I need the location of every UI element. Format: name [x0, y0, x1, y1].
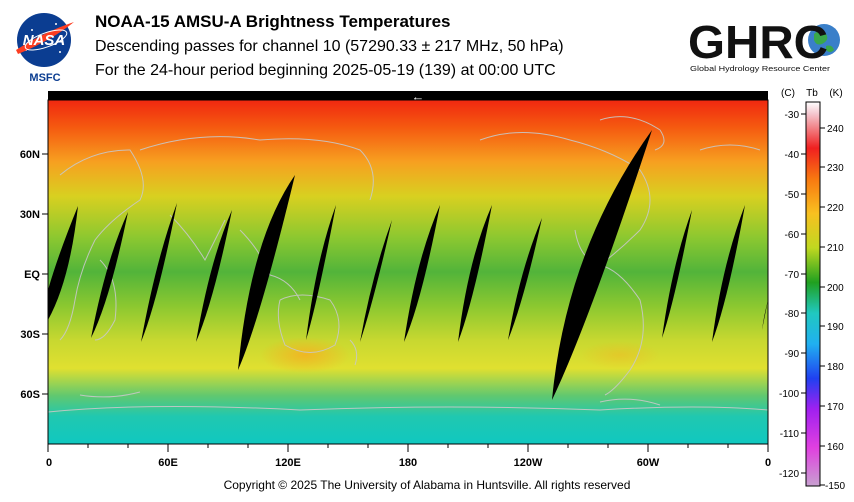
colorbar-kelvin-tick: 230 [827, 163, 844, 174]
colorbar-kelvin-tick: 180 [827, 362, 844, 373]
colorbar-kelvin-tick: 240 [827, 124, 844, 135]
colorbar-kelvin-tick: 220 [827, 203, 844, 214]
colorbar-ticks [801, 113, 825, 486]
colorbar-celsius-tick: -100 [779, 389, 799, 400]
y-axis: 60N 30N EQ 30S 60S [20, 149, 48, 401]
colorbar-celsius-header: (C) [781, 88, 795, 99]
colorbar-kelvin-tick: 170 [827, 402, 844, 413]
x-tick-label: 60W [637, 457, 660, 469]
warm-anomaly [260, 337, 350, 373]
x-tick-label: 180 [399, 457, 417, 469]
colorbar-celsius-tick: -30 [785, 110, 800, 121]
y-tick-label: 60S [20, 389, 40, 401]
ghrc-caption: Global Hydrology Resource Center [690, 66, 831, 73]
msfc-caption: MSFC [29, 72, 60, 84]
product-title: NOAA-15 AMSU-A Brightness Temperatures [95, 12, 451, 31]
colorbar-celsius-tick: -120 [779, 469, 799, 480]
x-tick-label: 0 [46, 457, 52, 469]
colorbar-celsius-tick: -110 [780, 429, 800, 440]
colorbar-kelvin-tick: 210 [827, 243, 844, 254]
nasa-logo: NASA MSFC [16, 13, 74, 84]
colorbar-kelvin-header: (K) [829, 88, 842, 99]
x-axis: 0 60E 120E 180 120W 60W 0 [46, 443, 771, 469]
copyright-notice: Copyright © 2025 The University of Alaba… [223, 478, 631, 492]
colorbar-celsius-tick: -60 [785, 230, 800, 241]
x-tick-label: 0 [765, 457, 771, 469]
orbit-gaps [48, 130, 768, 400]
x-tick-label: 120W [514, 457, 543, 469]
colorbar-tb-header: Tb [806, 88, 818, 99]
x-tick-label: 120E [275, 457, 301, 469]
colorbar-gradient [805, 101, 821, 487]
colorbar-kelvin-tick: 200 [827, 283, 844, 294]
y-tick-label: 30N [20, 209, 40, 221]
product-subtitle-period: For the 24-hour period beginning 2025-05… [95, 62, 556, 79]
temperature-field [48, 100, 768, 444]
y-tick-label: EQ [24, 269, 40, 281]
ghrc-wordmark: GHRC [688, 16, 828, 68]
colorbar-kelvin-tick: 160 [827, 442, 844, 453]
y-tick-label: 30S [20, 329, 40, 341]
x-tick-label: 60E [158, 457, 178, 469]
warm-anomaly-2 [580, 341, 660, 369]
x-minor-ticks [47, 444, 769, 452]
nasa-wordmark: NASA [23, 32, 66, 49]
colorbar-celsius-tick: -70 [785, 270, 800, 281]
colorbar-celsius-tick: -40 [785, 150, 800, 161]
product-subtitle-channel: Descending passes for channel 10 (57290.… [95, 38, 564, 55]
ghrc-logo: GHRC Global Hydrology Resource Center [688, 16, 840, 73]
colorbar-celsius-tick: -50 [785, 190, 800, 201]
colorbar: (C) Tb (K) -30 -40 -50 -60 -70 -80 -90 -… [779, 88, 845, 492]
colorbar-celsius-tick: -80 [785, 309, 800, 320]
colorbar-celsius-tick: -90 [785, 349, 800, 360]
map-top-band [48, 91, 768, 100]
colorbar-kelvin-tick: 190 [827, 322, 844, 333]
colorbar-kelvin-tick: -150 [825, 481, 845, 492]
y-tick-label: 60N [20, 149, 40, 161]
